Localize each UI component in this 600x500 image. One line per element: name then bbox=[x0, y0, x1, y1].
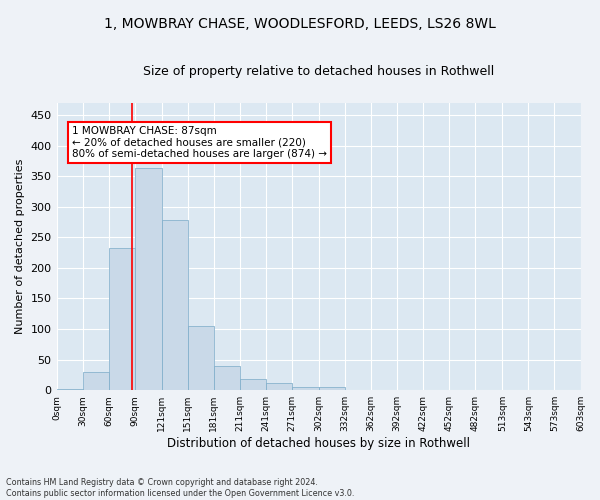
Bar bbox=[83, 372, 109, 390]
Bar bbox=[109, 248, 135, 390]
Y-axis label: Number of detached properties: Number of detached properties bbox=[15, 159, 25, 334]
Title: Size of property relative to detached houses in Rothwell: Size of property relative to detached ho… bbox=[143, 65, 494, 78]
Bar bbox=[319, 387, 345, 390]
Bar bbox=[188, 326, 214, 390]
Bar bbox=[292, 386, 319, 390]
Bar bbox=[214, 366, 240, 390]
Bar bbox=[56, 389, 83, 390]
Bar bbox=[161, 220, 188, 390]
Text: 1, MOWBRAY CHASE, WOODLESFORD, LEEDS, LS26 8WL: 1, MOWBRAY CHASE, WOODLESFORD, LEEDS, LS… bbox=[104, 18, 496, 32]
Bar bbox=[135, 168, 161, 390]
Text: 1 MOWBRAY CHASE: 87sqm
← 20% of detached houses are smaller (220)
80% of semi-de: 1 MOWBRAY CHASE: 87sqm ← 20% of detached… bbox=[72, 126, 327, 159]
X-axis label: Distribution of detached houses by size in Rothwell: Distribution of detached houses by size … bbox=[167, 437, 470, 450]
Text: Contains HM Land Registry data © Crown copyright and database right 2024.
Contai: Contains HM Land Registry data © Crown c… bbox=[6, 478, 355, 498]
Bar bbox=[266, 383, 292, 390]
Bar bbox=[240, 379, 266, 390]
